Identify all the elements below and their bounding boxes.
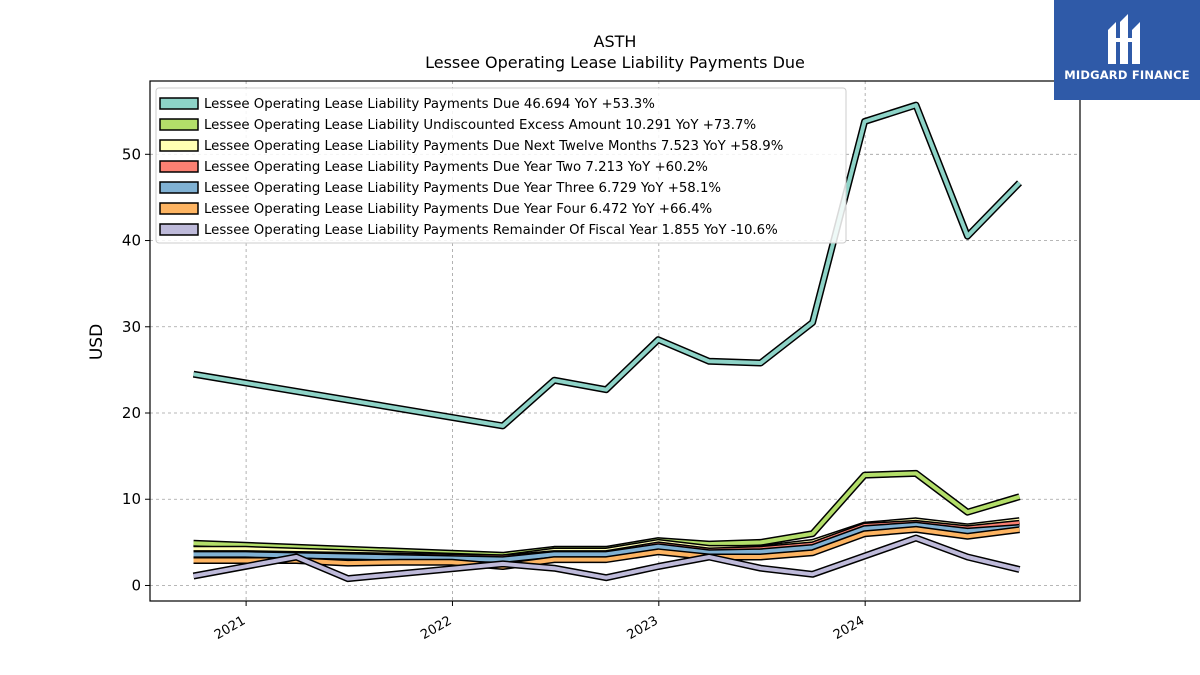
series-6-line bbox=[193, 527, 1020, 569]
x-tick-label: 2023 bbox=[625, 613, 661, 643]
plot-frame bbox=[149, 80, 1081, 602]
chart-subtitle: Lessee Operating Lease Liability Payment… bbox=[425, 53, 805, 72]
series-5-line bbox=[193, 523, 1020, 562]
brand-logo: MIDGARD FINANCE bbox=[1054, 0, 1200, 100]
brand-mark-icon bbox=[1108, 14, 1140, 64]
legend-label: Lessee Operating Lease Liability Payment… bbox=[204, 223, 778, 238]
y-axis-ticks: 0 10 20 30 40 50 bbox=[122, 145, 150, 594]
legend-label: Lessee Operating Lease Liability Payment… bbox=[204, 202, 712, 217]
legend: Lessee Operating Lease Liability Payment… bbox=[155, 87, 847, 244]
x-tick-label: 2022 bbox=[418, 613, 454, 643]
y-tick-label: 30 bbox=[122, 318, 141, 336]
x-tick-label: 2024 bbox=[831, 613, 867, 643]
x-tick-label: 2021 bbox=[212, 613, 248, 643]
legend-swatch bbox=[159, 97, 199, 110]
legend-label: Lessee Operating Lease Liability Payment… bbox=[204, 160, 708, 175]
legend-label: Lessee Operating Lease Liability Payment… bbox=[204, 97, 655, 112]
series-1-line bbox=[193, 103, 1021, 428]
chart-title: ASTH bbox=[594, 32, 637, 51]
legend-label: Lessee Operating Lease Liability Payment… bbox=[204, 181, 721, 196]
legend-swatch bbox=[159, 160, 199, 173]
legend-box bbox=[155, 87, 847, 244]
y-tick-label: 0 bbox=[131, 576, 141, 594]
legend-swatch bbox=[159, 202, 199, 215]
x-axis-ticks: 2021 2022 2023 2024 bbox=[212, 601, 867, 643]
y-tick-label: 40 bbox=[122, 232, 141, 250]
series-lines bbox=[192, 101, 1023, 583]
legend-swatch bbox=[159, 223, 199, 236]
brand-name: MIDGARD FINANCE bbox=[1064, 68, 1190, 82]
legend-swatch bbox=[159, 139, 199, 152]
legend-swatch bbox=[159, 181, 199, 194]
legend-swatch bbox=[159, 118, 199, 131]
y-axis-label: USD bbox=[87, 324, 107, 360]
legend-label: Lessee Operating Lease Liability Payment… bbox=[204, 139, 783, 154]
y-tick-label: 10 bbox=[122, 490, 141, 508]
series-7-line bbox=[193, 536, 1020, 581]
y-tick-label: 20 bbox=[122, 404, 141, 422]
legend-label: Lessee Operating Lease Liability Undisco… bbox=[204, 118, 756, 133]
y-tick-label: 50 bbox=[122, 145, 141, 163]
